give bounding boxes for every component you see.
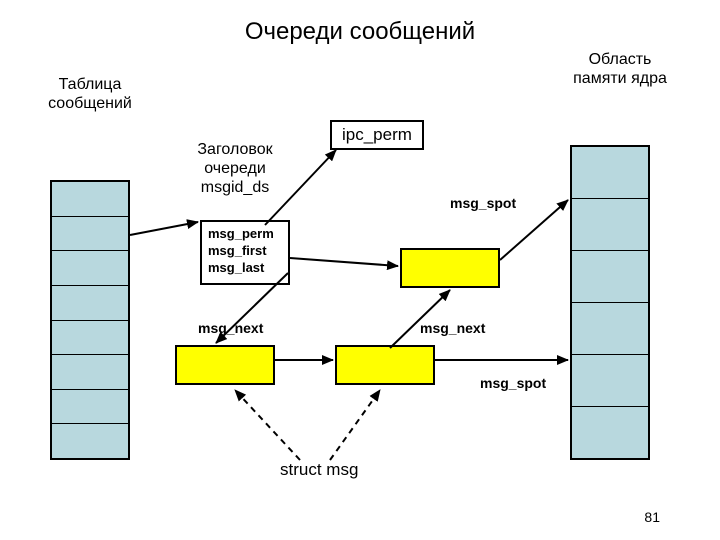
msg-node-1 (175, 345, 275, 385)
msg-node-2 (335, 345, 435, 385)
field-msg-perm: msg_perm (208, 226, 282, 243)
field-msg-first: msg_first (208, 243, 282, 260)
table-row (572, 251, 648, 303)
table-row (52, 355, 128, 390)
label-msg-next-left: msg_next (198, 320, 263, 336)
table-row (572, 355, 648, 407)
table-row (572, 199, 648, 251)
page-number: 81 (644, 509, 660, 525)
message-table-left (50, 180, 130, 460)
table-row (52, 424, 128, 458)
table-row (52, 286, 128, 321)
label-struct-msg: struct msg (280, 460, 358, 480)
table-row (52, 182, 128, 217)
table-row (572, 147, 648, 199)
table-row (52, 217, 128, 252)
table-row (52, 390, 128, 425)
table-row (52, 321, 128, 356)
field-msg-last: msg_last (208, 260, 282, 277)
ipc-perm-box: ipc_perm (330, 120, 424, 150)
table-row (52, 251, 128, 286)
label-msg-spot-top: msg_spot (450, 195, 516, 211)
label-msg-next-right: msg_next (420, 320, 485, 336)
label-kernel-area: Область памяти ядра (560, 50, 680, 88)
page-title: Очереди сообщений (0, 18, 720, 46)
msgid-ds-box: msg_perm msg_first msg_last (200, 220, 290, 285)
label-table-left: Таблица сообщений (35, 75, 145, 113)
table-row (572, 407, 648, 458)
label-header: Заголовок очереди msgid_ds (175, 140, 295, 198)
label-msg-spot-bottom: msg_spot (480, 375, 546, 391)
table-row (572, 303, 648, 355)
msg-node-3 (400, 248, 500, 288)
kernel-memory-table (570, 145, 650, 460)
